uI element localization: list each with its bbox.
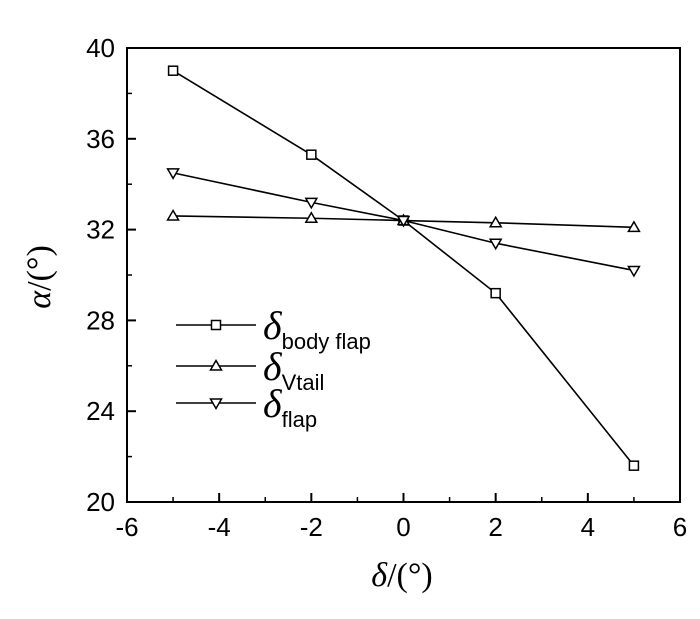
series-flap: [166, 168, 641, 278]
y-tick-label: 40: [86, 33, 115, 63]
y-axis-symbol: α: [21, 290, 58, 309]
plot-frame: [126, 47, 681, 503]
legend-subscript: body flap: [282, 329, 371, 354]
legend-item: δVtail: [176, 344, 324, 395]
legend-label: δflap: [263, 381, 317, 432]
x-tick-label: -6: [115, 512, 138, 542]
y-tick-label: 24: [86, 396, 115, 426]
data-point: [166, 168, 180, 180]
legend-label: δbody flap: [263, 303, 371, 354]
legend-subscript: Vtail: [282, 370, 325, 395]
legend-item: δflap: [176, 381, 317, 432]
legend-symbol: δ: [263, 344, 283, 389]
legend-subscript: flap: [282, 407, 317, 432]
x-tick-label: -4: [208, 512, 231, 542]
legend-marker: [209, 398, 223, 410]
legend-symbol: δ: [263, 381, 283, 426]
x-axis-symbol: δ: [371, 557, 388, 594]
y-tick-label: 28: [86, 305, 115, 335]
y-tick-label: 20: [86, 487, 115, 517]
x-axis-label: δ/(°): [371, 557, 433, 594]
data-point: [627, 265, 641, 278]
x-tick-label: -2: [300, 512, 323, 542]
data-point: [304, 211, 319, 223]
x-tick-label: 4: [581, 512, 595, 542]
legend-item: δbody flap: [176, 303, 371, 354]
legend-marker: [210, 319, 222, 331]
series-body-flap: [167, 65, 640, 471]
data-point: [304, 197, 319, 210]
plot-border: [126, 47, 681, 503]
data-point: [166, 208, 180, 221]
y-tick-label: 32: [86, 215, 115, 245]
x-tick-label: 0: [396, 512, 410, 542]
data-point: [628, 460, 640, 471]
x-tick-label: 2: [488, 512, 502, 542]
y-tick-label: 36: [86, 124, 115, 154]
y-axis-unit: /(°): [21, 245, 58, 291]
data-point: [167, 65, 179, 76]
y-axis-label: α/(°): [21, 245, 58, 309]
data-point: [396, 215, 411, 228]
legend-marker: [209, 359, 223, 371]
x-axis-unit: /(°): [387, 557, 433, 594]
data-point: [306, 149, 317, 160]
data-point: [488, 238, 503, 251]
y-axis: 20 24 28 32 36 40: [86, 33, 136, 517]
series-layer: [166, 65, 641, 471]
data-point: [488, 215, 503, 228]
legend-symbol: δ: [263, 303, 283, 348]
legend-label: δVtail: [263, 344, 324, 395]
data-point: [627, 220, 641, 233]
data-point: [490, 287, 501, 299]
x-axis: -6 -4 -2 0 2 4 6: [115, 493, 687, 542]
x-tick-label: 6: [673, 512, 687, 542]
series-line: [172, 70, 635, 467]
